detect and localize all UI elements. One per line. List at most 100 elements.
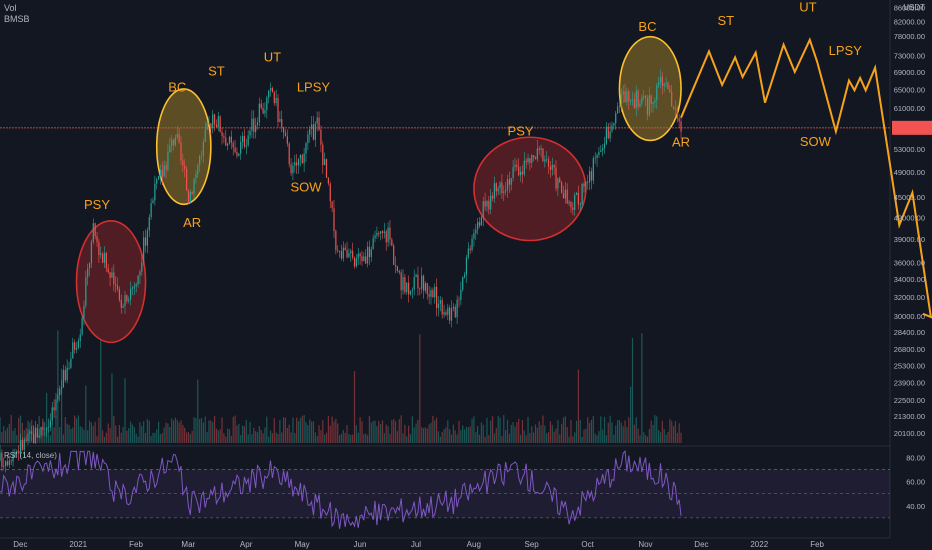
volume-bar xyxy=(57,330,59,443)
volume-bar xyxy=(669,419,671,443)
candle-body xyxy=(422,275,425,291)
candle-body xyxy=(473,233,475,239)
candle-body xyxy=(613,123,615,126)
candle-body xyxy=(482,201,484,218)
volume-bar xyxy=(568,436,570,443)
candle-body xyxy=(230,136,232,143)
candle-body xyxy=(288,143,290,165)
candle-body xyxy=(648,95,650,116)
candle-body xyxy=(346,250,348,258)
candle-body xyxy=(661,76,663,86)
candle-body xyxy=(355,258,357,267)
time-tick-label: 2022 xyxy=(750,540,768,549)
volume-bar xyxy=(441,432,443,443)
candle-body xyxy=(335,231,337,251)
volume-bar xyxy=(200,418,203,443)
volume-bar xyxy=(628,417,630,443)
volume-bar xyxy=(338,435,341,443)
candle-body xyxy=(564,189,566,199)
volume-bar xyxy=(18,417,20,443)
volume-bar xyxy=(232,416,234,443)
volume-bar xyxy=(320,430,322,443)
projection-path xyxy=(680,37,932,319)
volume-bar xyxy=(348,434,350,443)
candle-body xyxy=(141,262,143,272)
candle-body xyxy=(491,195,494,199)
volume-bar xyxy=(113,416,115,443)
rsi-tick-label: 80.00 xyxy=(906,453,925,462)
candle-body xyxy=(437,303,440,309)
volume-bar xyxy=(62,434,65,443)
volume-histogram xyxy=(0,330,682,443)
candle-body xyxy=(680,121,682,132)
candle-body xyxy=(631,99,634,101)
volume-bar xyxy=(223,433,225,443)
projection-line xyxy=(680,37,932,318)
volume-bar xyxy=(658,430,660,443)
volume-bar xyxy=(394,421,397,443)
candle-body xyxy=(144,237,147,246)
volume-bar xyxy=(116,436,119,443)
candle-body xyxy=(62,370,65,388)
volume-bar xyxy=(644,435,647,443)
candle-body xyxy=(236,152,238,156)
time-tick-label: Mar xyxy=(181,540,195,549)
volume-bar xyxy=(109,428,111,443)
volume-bar xyxy=(519,434,522,443)
candle-body xyxy=(587,181,589,183)
volume-bar xyxy=(564,416,566,443)
wyckoff-label-lpsy: LPSY xyxy=(297,80,331,95)
candle-body xyxy=(622,91,624,95)
candle-body xyxy=(561,182,563,194)
volume-bar xyxy=(605,435,607,443)
volume-bar xyxy=(249,421,251,443)
volume-bar xyxy=(630,386,632,443)
volume-bar xyxy=(618,419,621,443)
volume-bar xyxy=(165,422,167,443)
candle-body xyxy=(318,117,320,130)
volume-bar xyxy=(161,433,163,443)
grid xyxy=(0,0,891,539)
volume-bar xyxy=(484,436,486,443)
candle-body xyxy=(53,407,55,411)
candle-body xyxy=(303,153,305,164)
candle-body xyxy=(25,439,27,441)
candle-body xyxy=(59,388,61,395)
volume-bar xyxy=(310,421,313,443)
volume-bar xyxy=(480,422,482,443)
candle-body xyxy=(83,305,85,318)
volume-bar xyxy=(544,425,546,443)
candle-body xyxy=(18,451,20,454)
volume-bar xyxy=(478,434,481,443)
volume-bar xyxy=(387,426,389,443)
volume-bar xyxy=(363,434,365,443)
candle-body xyxy=(342,247,344,259)
volume-bar xyxy=(146,419,149,443)
candle-body xyxy=(107,268,109,273)
volume-bar xyxy=(176,419,178,443)
volume-bar xyxy=(656,416,658,443)
volume-bar xyxy=(128,427,130,443)
candle-body xyxy=(42,427,44,430)
candle-body xyxy=(475,229,477,234)
volume-bar xyxy=(635,417,637,443)
volume-bar xyxy=(143,421,145,443)
candle-body xyxy=(232,142,234,148)
candle-body xyxy=(29,431,31,434)
candle-body xyxy=(90,241,93,264)
candle-body xyxy=(111,272,113,278)
candle-body xyxy=(605,126,607,144)
volume-bar xyxy=(596,435,598,443)
volume-bar xyxy=(87,430,89,443)
candle-body xyxy=(283,127,285,133)
candle-body xyxy=(439,300,441,304)
candle-body xyxy=(654,100,656,103)
candle-body xyxy=(456,299,458,318)
candle-body xyxy=(562,193,565,199)
volume-bar xyxy=(475,432,477,443)
candle-body xyxy=(292,165,294,174)
candle-body xyxy=(546,159,548,161)
candle-body xyxy=(174,137,176,146)
volume-bar xyxy=(648,429,650,443)
